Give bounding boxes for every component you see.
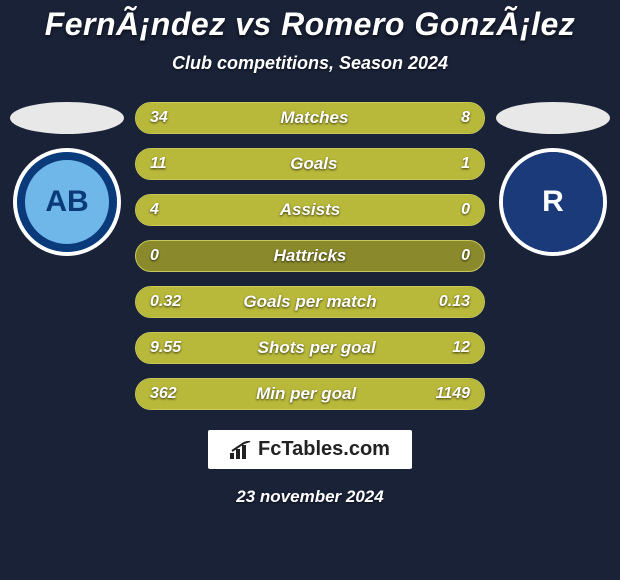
left-crest-ring [17,152,117,252]
stat-value-left: 0 [150,247,159,265]
stat-row: 0 Hattricks 0 [135,240,485,272]
right-player-crest: R [503,152,603,252]
stat-row: 11 Goals 1 [135,148,485,180]
chart-subtitle: Club competitions, Season 2024 [172,53,448,74]
stat-label: Goals per match [243,292,376,312]
stat-label: Shots per goal [258,338,376,358]
stat-label: Goals [290,154,337,174]
stat-label: Min per goal [256,384,356,404]
right-player-ellipse [496,102,610,134]
stat-row: 9.55 Shots per goal 12 [135,332,485,364]
stat-value-right: 1 [461,155,470,173]
stat-value-right: 0.13 [439,293,470,311]
stat-value-left: 34 [150,109,168,127]
stat-row: 362 Min per goal 1149 [135,378,485,410]
stat-fill-left [136,379,220,409]
stat-row: 0.32 Goals per match 0.13 [135,286,485,318]
stat-label: Hattricks [274,246,347,266]
stat-row: 34 Matches 8 [135,102,485,134]
stat-value-left: 11 [150,155,167,173]
stat-value-right: 12 [452,339,470,357]
stat-value-left: 0.32 [150,293,181,311]
stat-value-left: 362 [150,385,177,403]
stat-value-right: 0 [461,201,470,219]
main-row: AB 34 Matches 8 11 Goals 1 4 Assists 0 0 Hattricks… [0,102,620,410]
chart-date: 23 november 2024 [236,487,383,507]
stats-list: 34 Matches 8 11 Goals 1 4 Assists 0 0 Hattricks 0 0.… [135,102,485,410]
stat-value-right: 0 [461,247,470,265]
chart-content: FernÃ¡ndez vs Romero GonzÃ¡lez Club comp… [0,0,620,580]
stat-value-right: 1149 [436,385,470,403]
stat-fill-right [418,103,484,133]
branding-chart-icon [230,441,252,459]
stat-row: 4 Assists 0 [135,194,485,226]
right-player-column: R [493,102,613,252]
stat-fill-left [136,103,418,133]
stat-value-left: 4 [150,201,159,219]
left-player-column: AB [7,102,127,252]
stat-label: Assists [280,200,340,220]
chart-title: FernÃ¡ndez vs Romero GonzÃ¡lez [45,6,576,43]
stat-label: Matches [280,108,348,128]
branding-badge: FcTables.com [208,430,412,469]
stat-value-left: 9.55 [150,339,181,357]
stat-value-right: 8 [461,109,470,127]
branding-text: FcTables.com [258,438,390,461]
left-player-ellipse [10,102,124,134]
left-player-crest: AB [17,152,117,252]
right-crest-ring [503,152,603,252]
